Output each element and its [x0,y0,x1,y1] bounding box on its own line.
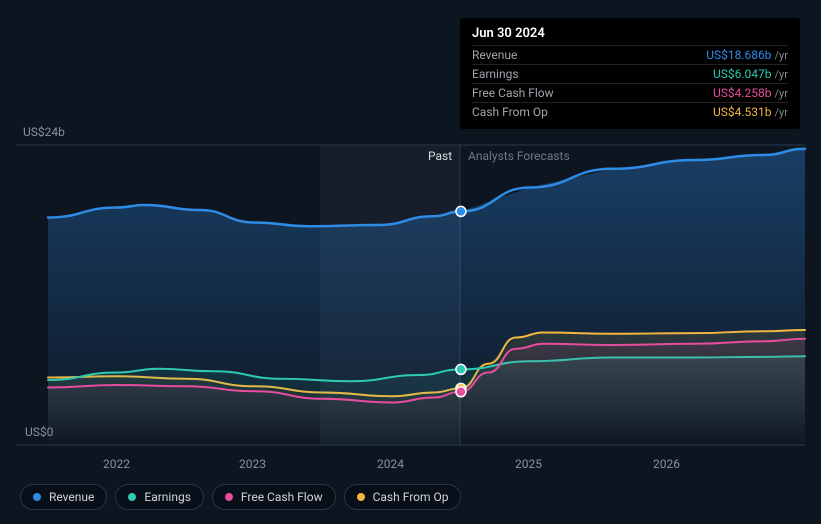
legend-item-label: Cash From Op [373,490,449,504]
x-tick: 2023 [239,457,266,471]
tooltip-row-label: Free Cash Flow [472,84,630,103]
x-tick: 2022 [103,457,130,471]
forecast-chart: US$24b US$0 Past Analysts Forecasts 2022… [0,0,821,524]
y-axis-top-label: US$24b [23,125,65,139]
legend-dot-icon [357,493,365,501]
legend-item-label: Revenue [49,490,94,504]
x-tick: 2024 [377,457,404,471]
tooltip-row-label: Cash From Op [472,103,630,122]
tooltip-row-value: US$4.531b/yr [630,103,788,122]
legend-dot-icon [33,493,41,501]
tooltip-row: Free Cash FlowUS$4.258b/yr [472,84,788,103]
legend-item-fcf[interactable]: Free Cash Flow [212,484,336,510]
legend-item-cash_from_op[interactable]: Cash From Op [344,484,462,510]
tooltip-row-label: Earnings [472,65,630,84]
x-tick: 2026 [653,457,680,471]
hover-tooltip: Jun 30 2024 RevenueUS$18.686b/yrEarnings… [460,18,800,129]
legend-dot-icon [225,493,233,501]
tooltip-row: EarningsUS$6.047b/yr [472,65,788,84]
legend-dot-icon [128,493,136,501]
tooltip-row: Cash From OpUS$4.531b/yr [472,103,788,122]
chart-legend: Revenue Earnings Free Cash Flow Cash From O… [20,484,461,510]
tooltip-title: Jun 30 2024 [472,26,788,45]
forecast-label: Analysts Forecasts [468,149,570,163]
legend-item-earnings[interactable]: Earnings [115,484,204,510]
legend-item-label: Free Cash Flow [241,490,323,504]
legend-item-label: Earnings [144,490,191,504]
tooltip-row: RevenueUS$18.686b/yr [472,46,788,65]
y-axis-bottom-label: US$0 [25,425,53,439]
legend-item-revenue[interactable]: Revenue [20,484,107,510]
x-tick: 2025 [515,457,542,471]
tooltip-row-label: Revenue [472,46,630,65]
tooltip-row-value: US$6.047b/yr [630,65,788,84]
tooltip-row-value: US$18.686b/yr [630,46,788,65]
tooltip-row-value: US$4.258b/yr [630,84,788,103]
past-label: Past [428,149,452,163]
